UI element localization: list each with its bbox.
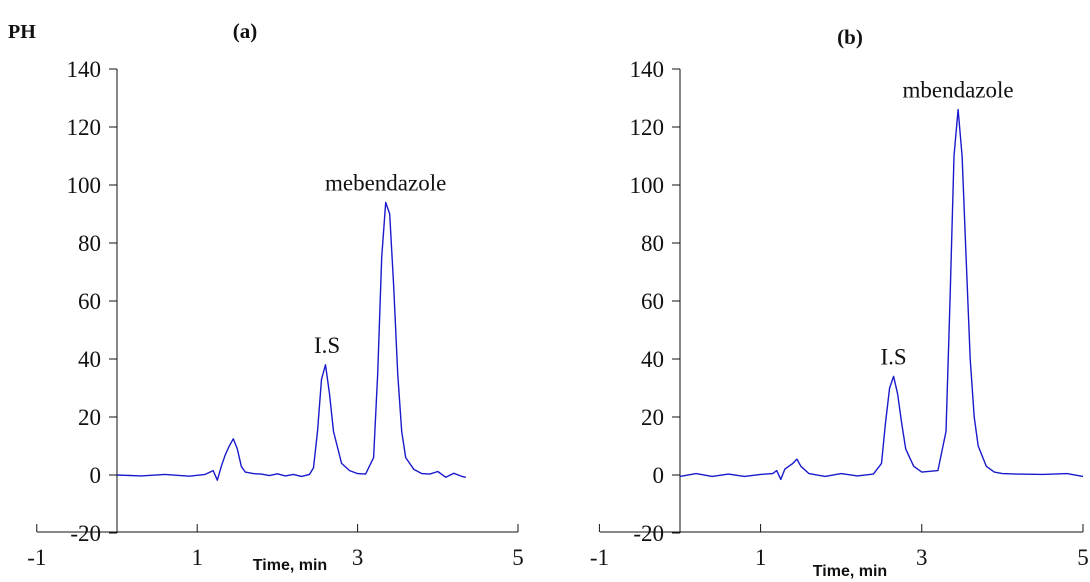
y-tick-label: 40: [78, 347, 101, 372]
panel-label: (a): [233, 19, 258, 43]
x-axis-label: Time, min: [253, 557, 327, 574]
x-tick-label: 3: [916, 545, 928, 570]
y-tick-label: 100: [67, 173, 102, 198]
peak-annotation: I.S: [314, 333, 340, 358]
x-tick-label: 5: [512, 545, 524, 570]
x-tick-label: 3: [352, 545, 364, 570]
x-axis-label: Time, min: [813, 563, 887, 580]
x-tick-label: -1: [590, 545, 609, 570]
y-tick-label: 80: [641, 231, 664, 256]
x-tick-label: 1: [191, 545, 203, 570]
peak-annotation: mbendazole: [903, 78, 1014, 103]
y-tick-label: -20: [633, 521, 664, 546]
y-tick-label: 140: [67, 57, 102, 82]
y-tick-label: 140: [630, 57, 665, 82]
x-tick-label: 1: [755, 545, 767, 570]
y-tick-label: 20: [78, 405, 101, 430]
y-tick-label: 0: [90, 463, 102, 488]
panel-b: (b) -20 0 20 40 60 80 100 120 140 -1 1 3 5 Time, min I.…: [590, 25, 1089, 580]
x-tick-label: 5: [1077, 545, 1089, 570]
y-axis-unit-label: PH: [8, 21, 36, 43]
y-tick-label: 80: [78, 231, 101, 256]
y-tick-label: 60: [78, 289, 101, 314]
y-tick-label: 40: [641, 347, 664, 372]
y-tick-label: -20: [70, 521, 101, 546]
panel-a: (a) -20 0 20 40 60 80 100 120 140 -1 1 3 5 Time, min I.…: [27, 19, 524, 574]
y-tick-label: 0: [653, 463, 665, 488]
chromatogram-trace: [679, 108, 1084, 481]
y-tick-label: 120: [67, 115, 102, 140]
chromatogram-trace: [116, 201, 467, 481]
peak-annotation: I.S: [880, 344, 906, 369]
panel-label: (b): [837, 25, 863, 49]
y-tick-label: 60: [641, 289, 664, 314]
peak-annotation: mebendazole: [325, 170, 446, 195]
y-tick-label: 120: [630, 115, 665, 140]
y-tick-label: 100: [630, 173, 665, 198]
x-tick-label: -1: [27, 545, 46, 570]
y-tick-label: 20: [641, 405, 664, 430]
